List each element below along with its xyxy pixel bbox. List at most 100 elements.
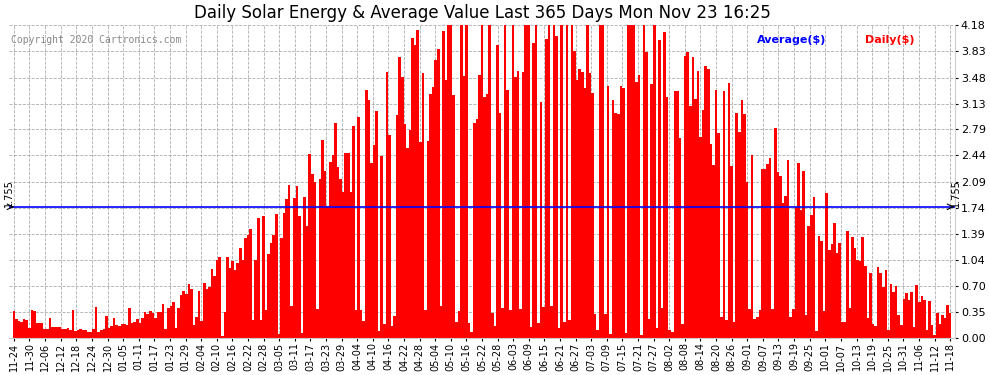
Bar [342, 192, 345, 338]
Bar [385, 72, 388, 338]
Bar [573, 51, 576, 338]
Bar [774, 128, 776, 338]
Bar [584, 88, 586, 338]
Bar [853, 248, 856, 338]
Bar [64, 329, 66, 338]
Bar [277, 333, 280, 338]
Bar [517, 71, 520, 338]
Bar [174, 328, 177, 338]
Text: 1.755: 1.755 [950, 179, 960, 207]
Bar [182, 291, 185, 338]
Bar [167, 308, 169, 338]
Bar [512, 25, 514, 338]
Bar [748, 309, 750, 338]
Bar [473, 123, 475, 338]
Bar [142, 318, 144, 338]
Bar [494, 326, 496, 338]
Bar [571, 25, 573, 338]
Bar [821, 240, 823, 338]
Bar [443, 31, 445, 338]
Bar [332, 155, 334, 338]
Bar [298, 216, 301, 338]
Bar [131, 323, 134, 338]
Bar [607, 86, 609, 338]
Bar [226, 257, 229, 338]
Bar [858, 261, 861, 338]
Bar [890, 284, 892, 338]
Bar [576, 80, 578, 338]
Bar [839, 243, 841, 338]
Bar [447, 25, 449, 338]
Bar [257, 217, 259, 338]
Bar [660, 308, 663, 338]
Bar [589, 73, 591, 338]
Text: Copyright 2020 Cartronics.com: Copyright 2020 Cartronics.com [11, 34, 181, 45]
Bar [705, 66, 707, 338]
Bar [728, 83, 731, 338]
Bar [828, 250, 831, 338]
Bar [383, 324, 385, 338]
Bar [538, 323, 540, 338]
Bar [254, 260, 257, 338]
Bar [797, 163, 800, 338]
Bar [848, 308, 851, 338]
Bar [219, 257, 221, 338]
Bar [533, 42, 535, 338]
Bar [802, 171, 805, 338]
Bar [319, 178, 322, 338]
Bar [177, 308, 180, 338]
Bar [455, 322, 457, 338]
Bar [375, 111, 378, 338]
Bar [452, 95, 455, 338]
Bar [486, 94, 488, 338]
Bar [234, 270, 237, 338]
Bar [568, 320, 571, 338]
Bar [653, 25, 655, 338]
Bar [51, 327, 53, 338]
Bar [581, 72, 584, 338]
Bar [372, 145, 375, 338]
Bar [185, 294, 187, 338]
Bar [815, 332, 818, 338]
Bar [782, 203, 784, 338]
Bar [650, 84, 653, 338]
Bar [800, 210, 802, 338]
Bar [916, 285, 918, 338]
Bar [483, 97, 486, 338]
Bar [26, 320, 28, 338]
Bar [380, 156, 383, 338]
Bar [148, 310, 151, 338]
Bar [66, 328, 69, 338]
Bar [280, 238, 283, 338]
Bar [290, 306, 293, 338]
Bar [352, 126, 354, 338]
Bar [908, 300, 910, 338]
Bar [47, 329, 49, 338]
Bar [856, 260, 858, 338]
Bar [151, 313, 154, 338]
Bar [44, 329, 47, 338]
Bar [808, 226, 810, 338]
Bar [56, 327, 59, 338]
Bar [13, 310, 15, 338]
Bar [303, 197, 306, 338]
Bar [406, 148, 409, 338]
Bar [725, 320, 728, 338]
Bar [841, 321, 843, 338]
Bar [370, 163, 372, 338]
Bar [329, 162, 332, 338]
Bar [874, 326, 877, 338]
Bar [417, 30, 419, 338]
Bar [470, 332, 473, 338]
Bar [689, 106, 692, 338]
Bar [69, 330, 71, 338]
Bar [147, 314, 148, 338]
Bar [851, 237, 853, 338]
Bar [550, 306, 552, 338]
Bar [100, 330, 103, 338]
Bar [311, 174, 314, 338]
Bar [602, 25, 604, 338]
Bar [28, 328, 31, 338]
Bar [635, 81, 638, 338]
Bar [237, 262, 239, 338]
